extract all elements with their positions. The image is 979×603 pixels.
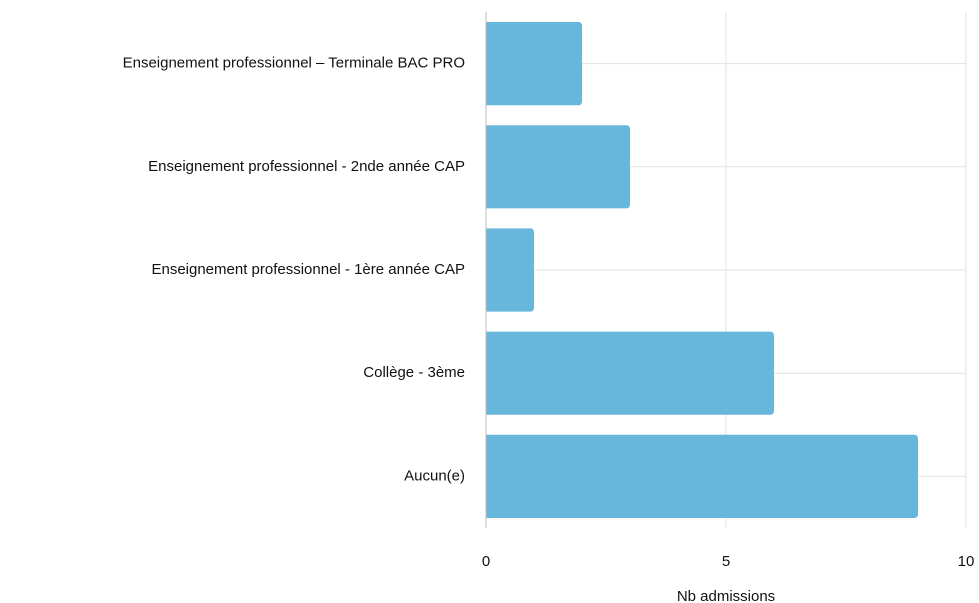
category-label-0: Enseignement professionnel – Terminale B… [123,55,465,72]
bars [486,22,918,518]
category-labels: Enseignement professionnel – Terminale B… [123,55,465,485]
bar-3 [486,331,774,415]
category-label-4: Aucun(e) [404,467,465,484]
x-tick-label-5: 5 [722,553,730,570]
bar-2 [486,228,534,312]
category-label-3: Collège - 3ème [363,364,465,381]
category-label-1: Enseignement professionnel - 2nde année … [148,158,465,175]
x-tick-label-10: 10 [958,553,975,570]
bar-0 [486,22,582,106]
bar-4 [486,434,918,518]
x-tick-label-0: 0 [482,553,490,570]
bar-1 [486,125,630,209]
x-axis-title: Nb admissions [677,588,775,603]
category-label-2: Enseignement professionnel - 1ère année … [151,261,465,278]
tick-labels: 0 5 10 [482,553,975,570]
